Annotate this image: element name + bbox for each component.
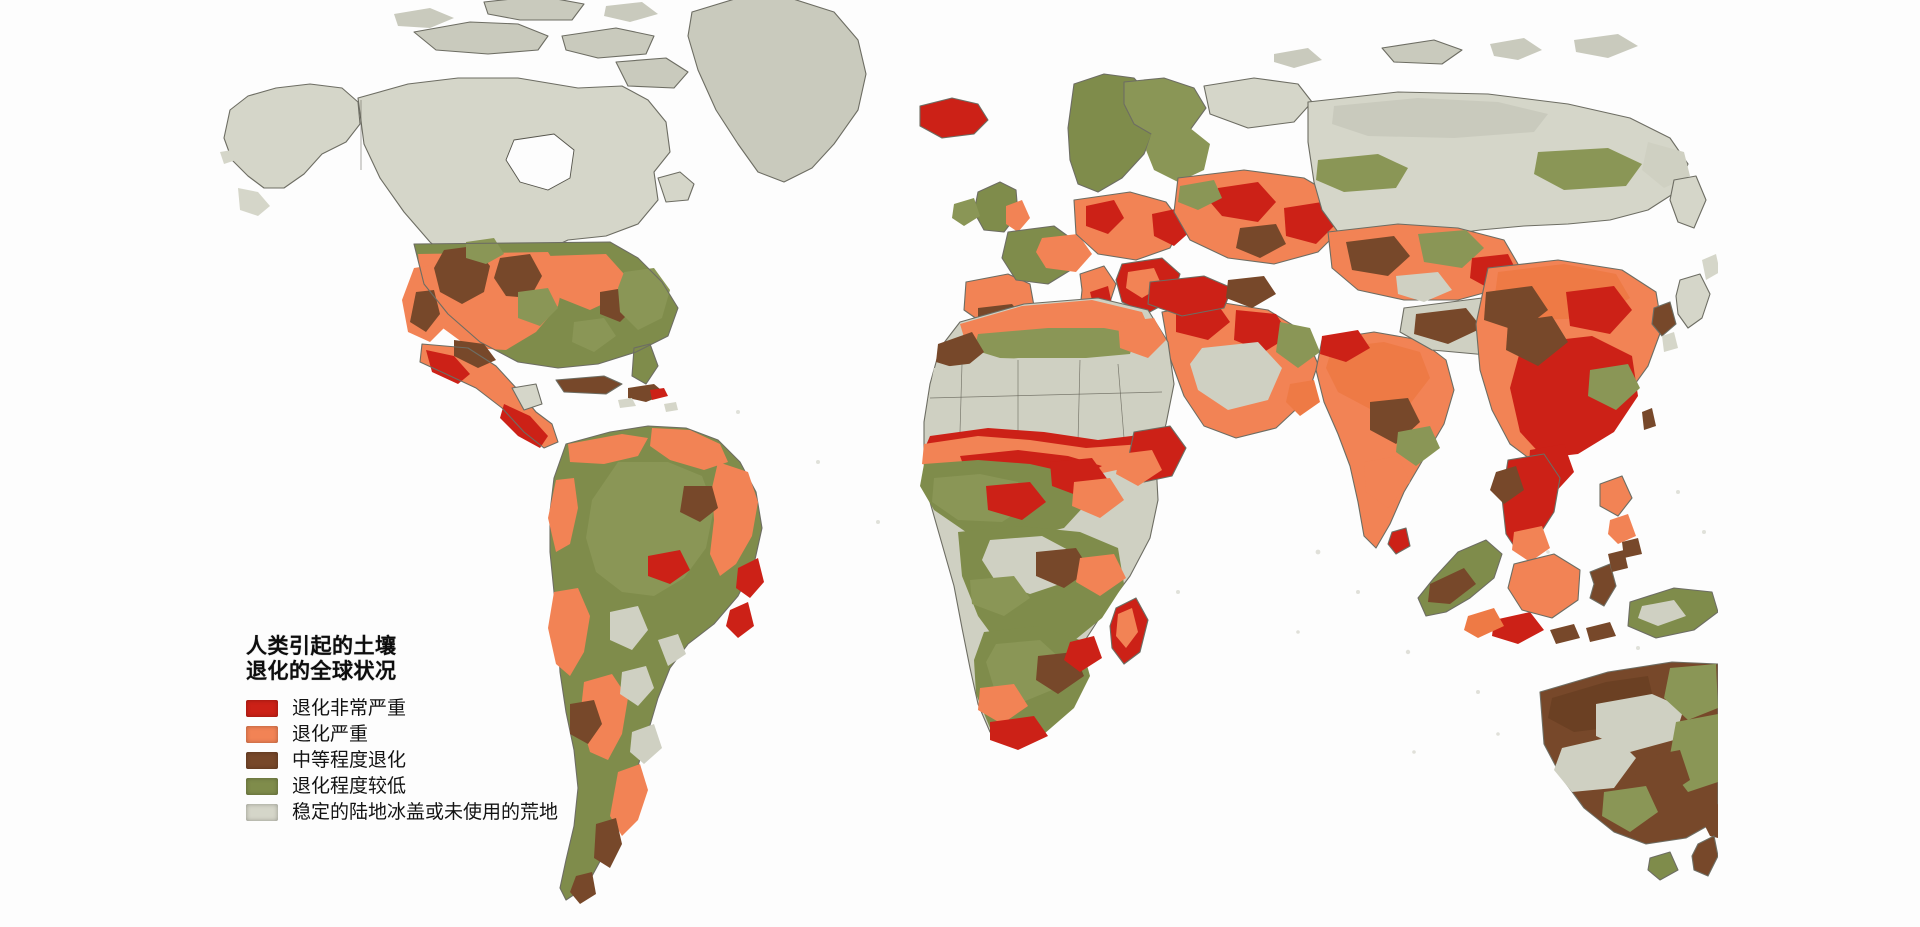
region-greenland (687, 0, 867, 183)
legend-item-low: 退化程度较低 (246, 773, 558, 799)
legend-swatch-very-severe (246, 699, 278, 717)
legend-label-very-severe: 退化非常严重 (292, 697, 407, 719)
region-caribbean (555, 375, 678, 412)
region-africa (920, 297, 1187, 750)
scattered-islands (736, 410, 1706, 754)
legend-swatch-low (246, 777, 278, 795)
legend-label-severe: 退化严重 (292, 723, 369, 745)
region-alaska (220, 83, 361, 216)
legend-swatch-severe (246, 725, 278, 743)
region-canada (357, 0, 695, 281)
legend-item-moderate: 中等程度退化 (246, 747, 558, 773)
legend-item-stable-or-unused: 稳定的陆地冰盖或未使用的荒地 (246, 799, 558, 825)
legend-item-severe: 退化严重 (246, 721, 558, 747)
region-europe (952, 73, 1343, 328)
legend-label-low: 退化程度较低 (292, 775, 407, 797)
legend-label-moderate: 中等程度退化 (292, 749, 407, 771)
region-mexico-central-america (419, 340, 559, 449)
region-australia (1539, 661, 1718, 881)
legend-item-very-severe: 退化非常严重 (246, 695, 558, 721)
region-united-states (402, 238, 679, 385)
world-map: .s0{fill:#d5d6c9;} /* stable / unused */… (218, 0, 1718, 927)
region-southeast-asia (1417, 453, 1718, 644)
region-new-zealand (1691, 804, 1718, 877)
region-south-america (548, 425, 764, 904)
region-iceland (919, 97, 989, 139)
region-siberia (1274, 34, 1707, 243)
map-legend: 人类引起的土壤 退化的全球状况 退化非常严重 退化严重 中等程度退化 退化程度较… (246, 634, 558, 825)
legend-swatch-stable-or-unused (246, 803, 278, 821)
legend-title: 人类引起的土壤 退化的全球状况 (246, 635, 397, 683)
legend-swatch-moderate (246, 751, 278, 769)
region-middle-east (1147, 275, 1320, 439)
legend-label-stable-or-unused: 稳定的陆地冰盖或未使用的荒地 (292, 801, 559, 823)
